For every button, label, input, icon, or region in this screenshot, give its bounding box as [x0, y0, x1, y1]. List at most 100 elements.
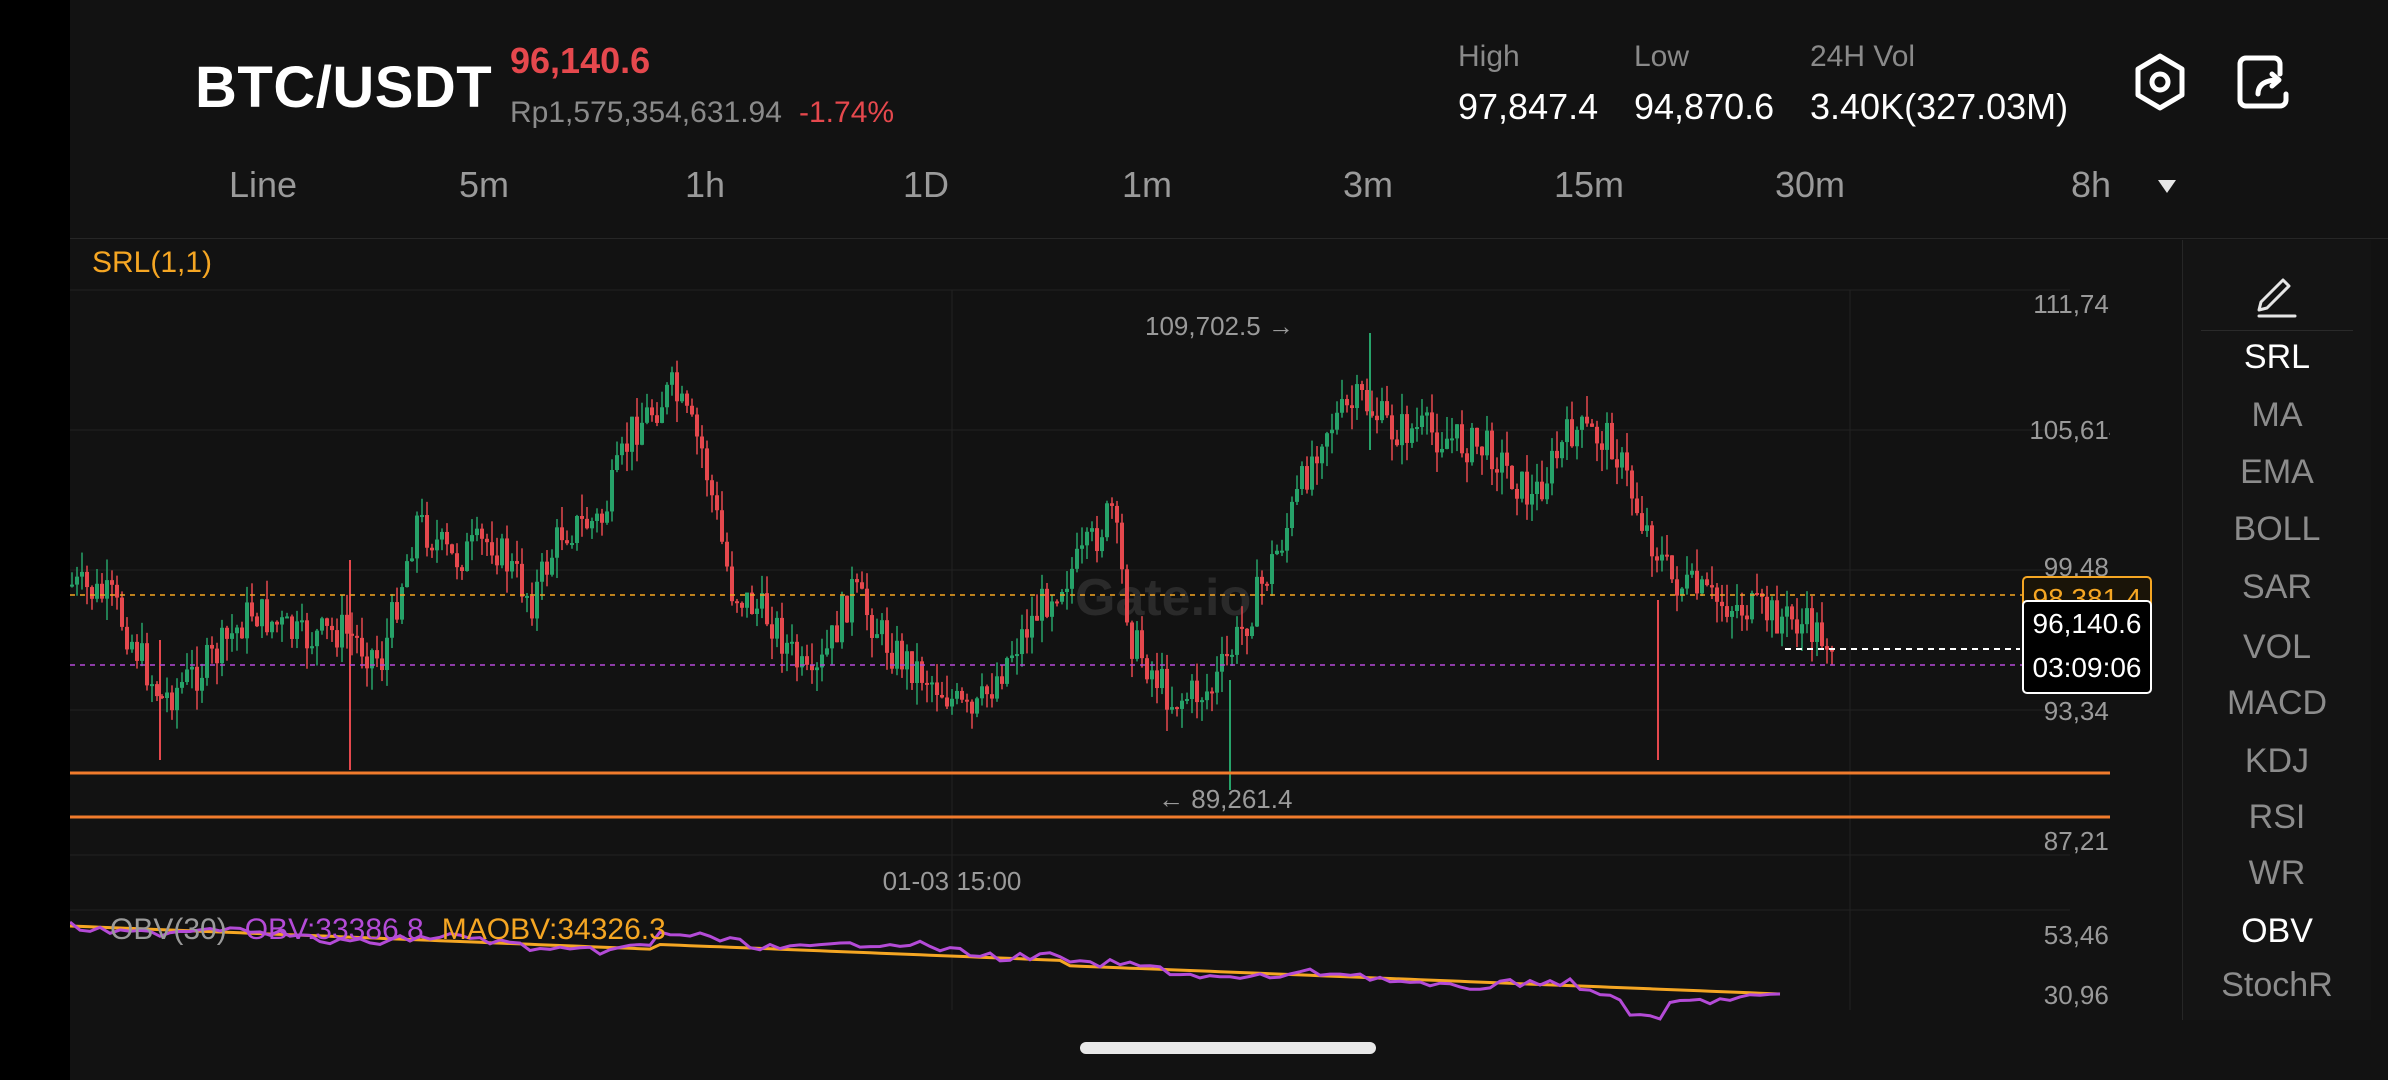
- candle: [345, 614, 349, 634]
- candle: [1475, 427, 1479, 447]
- chevron-down-icon[interactable]: [2158, 180, 2176, 193]
- candle: [105, 580, 109, 599]
- candle: [305, 620, 309, 649]
- candle: [1670, 555, 1674, 580]
- obv-value: OBV:33386.8: [244, 913, 424, 946]
- indicator-stochr[interactable]: StochR: [2221, 966, 2333, 1004]
- candle: [445, 531, 449, 545]
- candle: [165, 692, 169, 699]
- share-icon[interactable]: [2234, 52, 2294, 112]
- x-axis-label: 01-03 15:00: [883, 866, 1022, 896]
- candle: [500, 538, 504, 566]
- candle: [520, 563, 524, 597]
- candle: [1355, 384, 1359, 409]
- candle: [1325, 433, 1329, 447]
- pair-title[interactable]: BTC/USDT: [195, 55, 493, 120]
- candle: [755, 608, 759, 614]
- candle: [620, 443, 624, 456]
- candle: [985, 686, 989, 695]
- indicator-obv[interactable]: OBV: [2241, 912, 2313, 950]
- indicator-sar[interactable]: SAR: [2242, 568, 2312, 606]
- candle: [1700, 579, 1704, 594]
- candle: [775, 617, 779, 639]
- candle: [1265, 583, 1269, 586]
- candle: [710, 480, 714, 496]
- candle: [115, 584, 119, 598]
- candle: [1210, 691, 1214, 694]
- candle: [1290, 501, 1294, 528]
- candle: [335, 630, 339, 648]
- tab-30m[interactable]: 30m: [1774, 164, 1846, 205]
- indicator-rsi[interactable]: RSI: [2248, 798, 2306, 836]
- candle: [860, 582, 864, 589]
- settings-hex-icon[interactable]: [2130, 52, 2190, 112]
- candle: [340, 614, 344, 648]
- candle: [1425, 412, 1429, 416]
- candle: [1330, 429, 1334, 434]
- candle: [540, 561, 544, 582]
- candle: [1585, 416, 1589, 424]
- tab-8h[interactable]: 8h: [2070, 164, 2112, 205]
- candle: [1765, 596, 1769, 621]
- candle: [1465, 453, 1469, 463]
- candle: [1740, 604, 1744, 616]
- candle: [1535, 481, 1539, 495]
- candle: [1460, 424, 1464, 454]
- candle: [575, 515, 579, 544]
- candle: [370, 650, 374, 669]
- tab-5m[interactable]: 5m: [458, 164, 510, 205]
- tab-3m[interactable]: 3m: [1342, 164, 1394, 205]
- candle: [75, 576, 79, 585]
- candle: [1610, 422, 1614, 460]
- candle: [85, 571, 89, 588]
- candle: [1295, 489, 1299, 502]
- indicator-boll[interactable]: BOLL: [2233, 510, 2321, 548]
- max-annotation: 109,702.5 →: [1145, 311, 1294, 341]
- candle: [990, 694, 994, 699]
- candle: [505, 538, 509, 572]
- candle: [865, 588, 869, 616]
- watermark: Gate.io: [1075, 569, 1251, 627]
- indicator-vol[interactable]: VOL: [2242, 628, 2312, 666]
- indicator-macd[interactable]: MACD: [2226, 684, 2328, 722]
- candle: [485, 538, 489, 543]
- srl-indicator-label[interactable]: SRL(1,1): [92, 246, 213, 279]
- candle: [1225, 653, 1229, 657]
- candle: [510, 561, 514, 572]
- tab-1d[interactable]: 1D: [902, 164, 950, 205]
- tab-1m[interactable]: 1m: [1121, 164, 1173, 205]
- candle: [1340, 399, 1344, 413]
- candlestick-chart[interactable]: Gate.io 109,702.5 → ← 89,261.4 111,746.6…: [70, 0, 2110, 1040]
- candle: [725, 541, 729, 567]
- candle: [1335, 412, 1339, 430]
- candle: [645, 407, 649, 423]
- candle: [800, 656, 804, 668]
- home-indicator[interactable]: [1080, 1042, 1376, 1054]
- candle: [380, 658, 384, 671]
- candle: [385, 637, 389, 671]
- candle: [630, 416, 634, 452]
- candle: [1440, 448, 1444, 453]
- candle: [1520, 471, 1524, 499]
- candle: [930, 682, 934, 685]
- candle: [1255, 576, 1259, 627]
- candle: [480, 528, 484, 539]
- tab-15m[interactable]: 15m: [1553, 164, 1625, 205]
- candle: [1825, 646, 1829, 650]
- indicator-ma[interactable]: MA: [2251, 396, 2303, 434]
- candle: [1300, 466, 1304, 490]
- candle: [140, 643, 144, 661]
- indicator-srl[interactable]: SRL: [2243, 338, 2311, 376]
- indicator-kdj[interactable]: KDJ: [2244, 742, 2310, 780]
- candle: [920, 661, 924, 683]
- candle: [1490, 430, 1494, 470]
- tab-line[interactable]: Line: [228, 164, 298, 205]
- candle: [925, 682, 929, 685]
- indicator-wr[interactable]: WR: [2248, 854, 2306, 892]
- pen-icon[interactable]: [2249, 264, 2305, 320]
- candle: [1715, 587, 1719, 602]
- indicator-ema[interactable]: EMA: [2240, 453, 2314, 491]
- candle: [780, 617, 784, 654]
- tab-1h[interactable]: 1h: [684, 164, 726, 205]
- candle: [955, 690, 959, 699]
